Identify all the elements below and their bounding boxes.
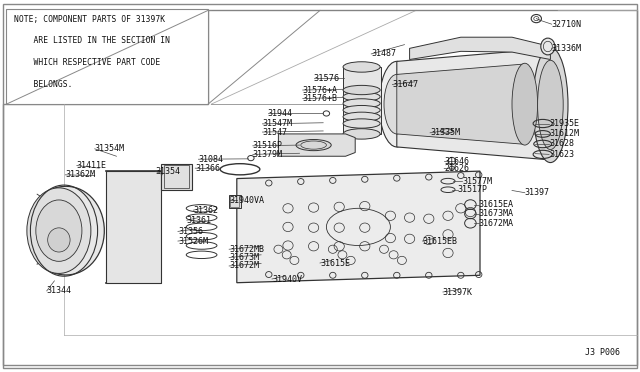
Text: 31628: 31628 <box>549 140 574 148</box>
Text: NOTE; COMPONENT PARTS OF 31397K: NOTE; COMPONENT PARTS OF 31397K <box>14 15 165 24</box>
Polygon shape <box>278 134 355 156</box>
Text: 31672M: 31672M <box>229 262 259 270</box>
Polygon shape <box>397 48 550 160</box>
Text: 31577M: 31577M <box>462 177 492 186</box>
Bar <box>161 164 192 190</box>
Ellipse shape <box>343 106 380 115</box>
Ellipse shape <box>48 228 70 252</box>
Bar <box>164 165 189 188</box>
Text: 31356: 31356 <box>178 227 203 236</box>
Text: 31673MA: 31673MA <box>479 209 514 218</box>
Bar <box>230 195 239 207</box>
Ellipse shape <box>541 38 555 55</box>
Ellipse shape <box>343 129 380 139</box>
Text: 31411E: 31411E <box>77 161 107 170</box>
Text: WHICH RESPECTIVE PART CODE: WHICH RESPECTIVE PART CODE <box>14 58 161 67</box>
Text: 31362: 31362 <box>193 206 218 215</box>
Text: 31944: 31944 <box>268 109 292 118</box>
Text: ARE LISTED IN THE SECTION IN: ARE LISTED IN THE SECTION IN <box>14 36 170 45</box>
Text: 31362M: 31362M <box>65 170 95 179</box>
Text: 31940V: 31940V <box>272 275 302 283</box>
Ellipse shape <box>27 188 91 273</box>
Polygon shape <box>343 67 381 134</box>
Ellipse shape <box>296 140 332 151</box>
Text: 31612M: 31612M <box>549 129 579 138</box>
Text: 31335M: 31335M <box>430 128 460 137</box>
Text: 31576+A: 31576+A <box>303 86 338 94</box>
Text: 31526M: 31526M <box>178 237 208 246</box>
Text: BELONGS.: BELONGS. <box>14 80 72 89</box>
Text: 31397: 31397 <box>525 188 550 197</box>
Text: 31517P: 31517P <box>458 185 488 194</box>
Ellipse shape <box>532 47 568 163</box>
Text: 31576+B: 31576+B <box>303 94 338 103</box>
Text: 31940VA: 31940VA <box>229 196 264 205</box>
Ellipse shape <box>512 63 538 145</box>
Ellipse shape <box>343 62 380 72</box>
Text: 31361: 31361 <box>187 216 212 225</box>
Text: 31673M: 31673M <box>229 253 259 262</box>
Text: 31516P: 31516P <box>253 141 283 150</box>
Text: 31672MB: 31672MB <box>229 245 264 254</box>
Text: 31547: 31547 <box>262 128 287 137</box>
Bar <box>6 9 208 104</box>
Ellipse shape <box>379 61 415 147</box>
Text: 31354M: 31354M <box>95 144 125 153</box>
Ellipse shape <box>36 200 82 261</box>
Polygon shape <box>397 64 525 144</box>
Text: 31344: 31344 <box>47 286 72 295</box>
Text: 31354: 31354 <box>156 167 180 176</box>
Bar <box>106 171 161 283</box>
Ellipse shape <box>343 119 380 128</box>
Ellipse shape <box>538 60 563 150</box>
Text: 31615EA: 31615EA <box>479 200 514 209</box>
Ellipse shape <box>343 86 380 95</box>
Text: 31623: 31623 <box>549 150 574 159</box>
Text: 31487: 31487 <box>371 49 396 58</box>
Text: 31336M: 31336M <box>552 44 582 53</box>
Ellipse shape <box>343 112 380 122</box>
Text: 31615E: 31615E <box>320 259 350 267</box>
Text: 31615EB: 31615EB <box>422 237 458 246</box>
Ellipse shape <box>343 99 380 108</box>
Text: 31547M: 31547M <box>262 119 292 128</box>
Text: 31935E: 31935E <box>549 119 579 128</box>
Polygon shape <box>53 186 104 275</box>
Text: 31366: 31366 <box>195 164 220 173</box>
Text: 31397K: 31397K <box>443 288 473 296</box>
Text: 31379M: 31379M <box>253 150 283 159</box>
Text: 31647: 31647 <box>392 80 419 89</box>
Bar <box>229 195 241 208</box>
Ellipse shape <box>343 92 380 102</box>
Text: J3 P006: J3 P006 <box>584 348 620 357</box>
Polygon shape <box>237 171 480 283</box>
Ellipse shape <box>384 74 410 134</box>
Text: 31672MA: 31672MA <box>479 219 514 228</box>
Text: 31576: 31576 <box>314 74 340 83</box>
Text: 21626: 21626 <box>444 164 469 173</box>
Text: 32710N: 32710N <box>552 20 582 29</box>
Text: 31646: 31646 <box>444 157 469 166</box>
Polygon shape <box>410 37 550 60</box>
Text: 31084: 31084 <box>198 155 223 164</box>
